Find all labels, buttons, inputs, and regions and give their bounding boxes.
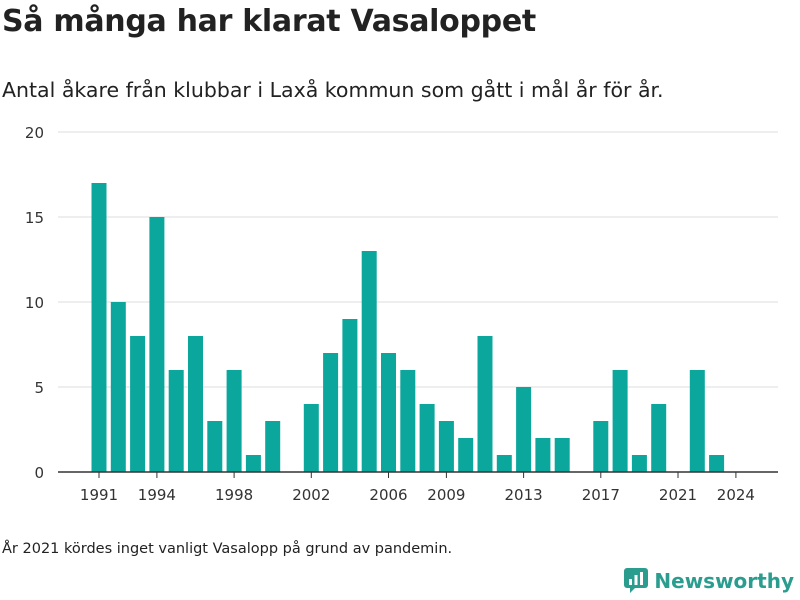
- axes: 0 5 10 15 20 1991 1994 1998 2002 2006 2009 2013 2017…: [25, 124, 778, 504]
- bar-2014[interactable]: [535, 438, 551, 472]
- bar-2009[interactable]: [438, 421, 454, 472]
- bar-2019[interactable]: [631, 455, 647, 472]
- bar-2006[interactable]: [381, 353, 396, 472]
- x-tick-label: 2024: [717, 486, 755, 504]
- bar-2004[interactable]: [342, 319, 358, 472]
- bar-2015[interactable]: [554, 438, 570, 472]
- bar-1999[interactable]: [245, 455, 261, 472]
- bar-2008[interactable]: [419, 404, 435, 472]
- bar-1992[interactable]: [110, 302, 126, 472]
- bar-2003[interactable]: [323, 353, 339, 472]
- bar-1996[interactable]: [188, 336, 203, 472]
- brand-name: Newsworthy: [654, 569, 794, 593]
- bar-2010[interactable]: [458, 438, 474, 472]
- bars: [91, 183, 725, 472]
- bar-2011[interactable]: [477, 336, 493, 472]
- bar-2000[interactable]: [265, 421, 281, 472]
- bar-2013[interactable]: [516, 387, 532, 472]
- bar-2005[interactable]: [361, 251, 377, 472]
- y-tick-label: 15: [25, 209, 44, 227]
- chart-title: Så många har klarat Vasaloppet: [2, 4, 536, 39]
- x-tick-label: 2009: [427, 486, 465, 504]
- bar-1991[interactable]: [91, 183, 107, 472]
- bar-2012[interactable]: [496, 455, 512, 472]
- bar-2018[interactable]: [612, 370, 628, 472]
- bar-2022[interactable]: [689, 370, 705, 472]
- gridlines: [58, 131, 778, 388]
- bar-1993[interactable]: [130, 336, 146, 472]
- y-tick-label: 10: [25, 294, 44, 312]
- bar-2023[interactable]: [709, 455, 725, 472]
- bar-1995[interactable]: [168, 370, 184, 472]
- bar-1994[interactable]: [149, 217, 165, 472]
- y-tick-label: 20: [25, 124, 44, 142]
- bar-2020[interactable]: [651, 404, 667, 472]
- x-tick-label: 2021: [659, 486, 697, 504]
- x-tick-label: 2006: [369, 486, 407, 504]
- bar-2017[interactable]: [593, 421, 609, 472]
- x-tick-label: 1994: [138, 486, 176, 504]
- x-tick-label: 1998: [215, 486, 253, 504]
- bar-1997[interactable]: [207, 421, 223, 472]
- newsworthy-logo[interactable]: Newsworthy: [624, 568, 794, 594]
- y-tick-label: 5: [34, 379, 44, 397]
- bar-1998[interactable]: [226, 370, 242, 472]
- x-tick-label: 1991: [80, 486, 118, 504]
- chart-subtitle: Antal åkare från klubbar i Laxå kommun s…: [2, 78, 664, 102]
- x-tick-label: 2002: [292, 486, 330, 504]
- bar-2002[interactable]: [303, 404, 319, 472]
- y-tick-label: 0: [34, 464, 44, 482]
- newsworthy-logo-icon: [624, 568, 649, 593]
- x-tick-label: 2017: [582, 486, 620, 504]
- footnote: År 2021 kördes inget vanligt Vasalopp på…: [2, 541, 453, 557]
- x-tick-label: 2013: [505, 486, 543, 504]
- bar-2007[interactable]: [400, 370, 416, 472]
